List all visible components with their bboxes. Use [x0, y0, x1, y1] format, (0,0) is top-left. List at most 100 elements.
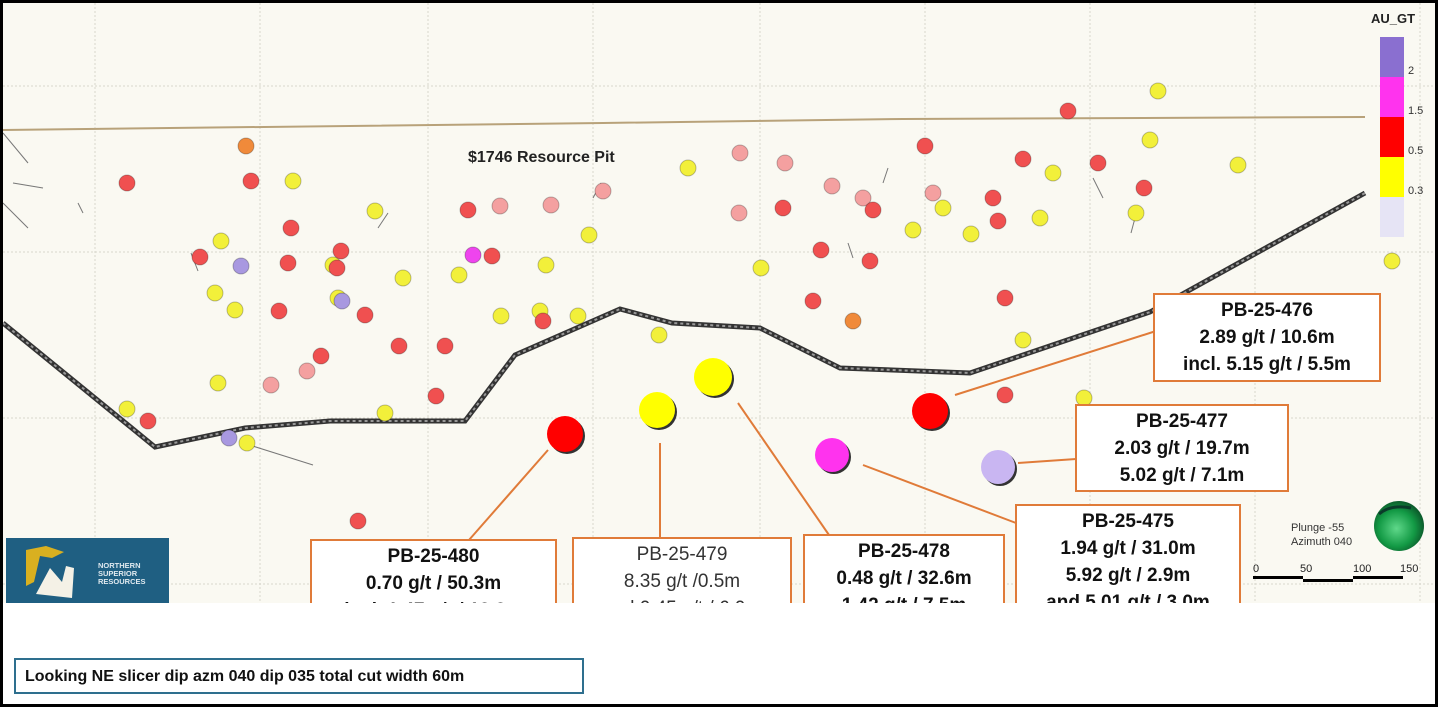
assay-sample	[823, 177, 841, 195]
geologic-contact-line	[3, 192, 1366, 449]
assay-sample	[356, 306, 374, 324]
assay-sample	[242, 172, 260, 190]
assay-sample	[989, 212, 1007, 230]
assay-sample	[996, 386, 1014, 404]
assay-sample	[916, 137, 934, 155]
assay-sample	[139, 412, 157, 430]
assay-sample	[804, 292, 822, 310]
assay-sample	[491, 197, 509, 215]
assay-sample	[226, 301, 244, 319]
assay-sample	[492, 307, 510, 325]
legend-title: AU_GT	[1371, 11, 1416, 26]
assay-sample	[209, 374, 227, 392]
callout-leader	[954, 330, 1157, 396]
intercept-value: 0.48 g/t / 32.6m	[836, 568, 972, 589]
assay-sample	[812, 241, 830, 259]
assay-sample	[776, 154, 794, 172]
drill-trace	[377, 212, 389, 229]
assay-sample	[752, 259, 770, 277]
assay-sample	[206, 284, 224, 302]
intercept-value: and 0.45 g/t / 6.0m	[574, 595, 790, 603]
assay-sample	[212, 232, 230, 250]
plunge-label: Plunge -55	[1291, 522, 1345, 534]
drill-trace	[1092, 177, 1104, 199]
hole-id: PB-25-475	[1082, 511, 1174, 532]
assay-sample	[854, 189, 872, 207]
assay-sample	[459, 201, 477, 219]
callout-pb-25-477: PB-25-477 2.03 g/t / 19.7m 5.02 g/t / 7.1m	[1075, 404, 1289, 492]
assay-sample	[394, 269, 412, 287]
section-caption: Looking NE slicer dip azm 040 dip 035 to…	[14, 658, 584, 694]
assay-sample	[679, 159, 697, 177]
assay-sample	[731, 144, 749, 162]
scale-tick: 0	[1253, 563, 1260, 575]
legend-tick: 2	[1408, 65, 1415, 77]
legend-swatch	[1380, 157, 1404, 197]
assay-sample	[450, 266, 468, 284]
assay-sample	[390, 337, 408, 355]
assay-sample	[237, 137, 255, 155]
assay-sample	[436, 337, 454, 355]
assay-sample	[191, 248, 209, 266]
assay-sample	[864, 201, 882, 219]
drill-trace	[77, 202, 84, 214]
assay-sample	[232, 257, 250, 275]
scale-tick: 100	[1353, 563, 1372, 575]
callout-leader	[862, 464, 1017, 524]
legend-tick: 1.5	[1408, 105, 1424, 117]
pit-label: $1746 Resource Pit	[468, 149, 615, 166]
callout-pb-25-478: PB-25-478 0.48 g/t / 32.6m 1.42 g/t / 7.5m	[803, 534, 1005, 603]
assay-sample	[1229, 156, 1247, 174]
drill-trace	[882, 167, 889, 184]
intercept-value: 8.35 g/t /0.5m	[623, 571, 741, 592]
assay-sample	[464, 246, 482, 264]
assay-sample	[1089, 154, 1107, 172]
assay-sample	[1014, 331, 1032, 349]
assay-sample	[1031, 209, 1049, 227]
drill-trace	[847, 242, 854, 259]
intercept-value: 0.70 g/t / 50.3m	[365, 573, 502, 594]
assay-sample	[312, 347, 330, 365]
callout-pb-25-479: PB-25-479 8.35 g/t /0.5m and 0.45 g/t / 6.…	[572, 537, 792, 603]
intercept-value: 2.89 g/t / 10.6m	[1199, 327, 1335, 348]
legend-swatch	[1380, 37, 1404, 77]
intercept-value: 1.42 g/t / 7.5m	[805, 592, 1003, 603]
assay-sample	[1135, 179, 1153, 197]
drill-intercept-pb-25-478	[694, 358, 732, 396]
drill-trace	[3, 202, 29, 229]
logo-text: NORTHERN	[98, 561, 141, 570]
assay-sample	[1059, 102, 1077, 120]
assay-sample	[924, 184, 942, 202]
intercept-value: and 5.01 g/t / 3.0m	[1046, 592, 1210, 603]
assay-sample	[262, 376, 280, 394]
assay-sample	[279, 254, 297, 272]
logo-text: SUPERIOR	[98, 569, 138, 578]
drill-trace	[12, 182, 44, 189]
hole-id: PB-25-479	[636, 544, 728, 565]
logo-mark-icon	[26, 546, 74, 598]
scale-bar-segment	[1303, 579, 1353, 582]
company-logo: NORTHERN SUPERIOR RESOURCES	[6, 538, 169, 603]
drill-trace	[3, 132, 29, 164]
scale-bar-segment	[1253, 576, 1303, 579]
assay-sample	[1141, 131, 1159, 149]
legend-tick: 0.3	[1408, 185, 1424, 197]
assay-sample	[537, 256, 555, 274]
assay-sample	[298, 362, 316, 380]
assay-sample	[934, 199, 952, 217]
hole-id: PB-25-478	[858, 541, 950, 562]
assay-sample	[962, 225, 980, 243]
assay-sample	[427, 387, 445, 405]
legend-swatch	[1380, 77, 1404, 117]
assay-sample	[730, 204, 748, 222]
callout-pb-25-476: PB-25-476 2.89 g/t / 10.6m incl. 5.15 g/t …	[1153, 293, 1381, 382]
assay-sample	[984, 189, 1002, 207]
drill-intercept-pb-25-477	[981, 450, 1015, 484]
assay-sample	[844, 312, 862, 330]
assay-sample	[284, 172, 302, 190]
assay-sample	[904, 221, 922, 239]
assay-sample	[542, 196, 560, 214]
legend-swatch	[1380, 117, 1404, 157]
orientation-sphere-icon	[1374, 501, 1424, 551]
scale-tick: 50	[1300, 563, 1313, 575]
